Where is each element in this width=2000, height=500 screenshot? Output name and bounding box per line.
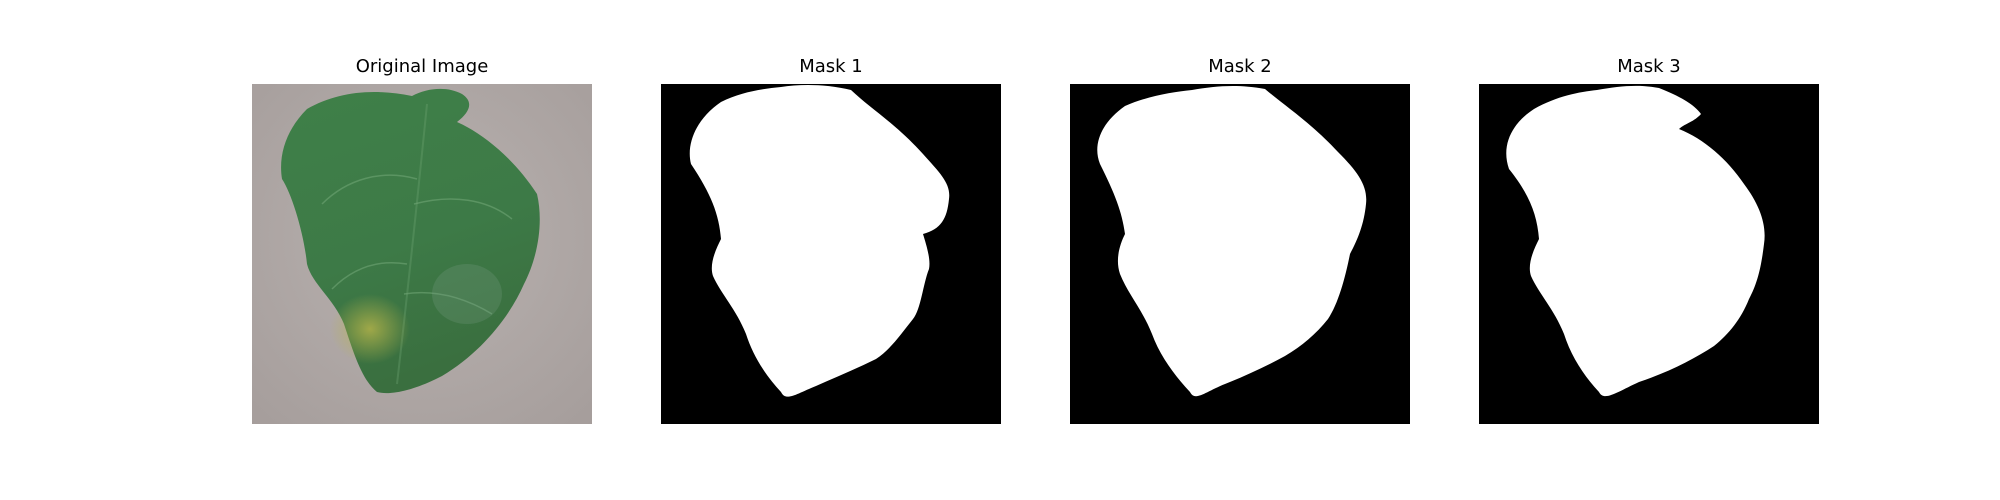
panel-title: Original Image <box>355 56 489 77</box>
panel-mask-1: Mask 1 <box>661 0 1001 500</box>
panel-mask-2: Mask 2 <box>1070 0 1410 500</box>
mask-1-region <box>689 85 950 397</box>
panel-original-image: Original Image <box>252 0 592 500</box>
panel-title: Mask 1 <box>799 56 863 77</box>
panel-mask-3: Mask 3 <box>1479 0 1819 500</box>
mask-3-region <box>1506 85 1765 397</box>
panel-title: Mask 2 <box>1208 56 1272 77</box>
mask-2-region <box>1097 86 1367 397</box>
mask-3-image <box>1479 84 1819 424</box>
panel-title: Mask 3 <box>1617 56 1681 77</box>
original-leaf-photo <box>252 84 592 424</box>
mask-1-image <box>661 84 1001 424</box>
mask-2-image <box>1070 84 1410 424</box>
